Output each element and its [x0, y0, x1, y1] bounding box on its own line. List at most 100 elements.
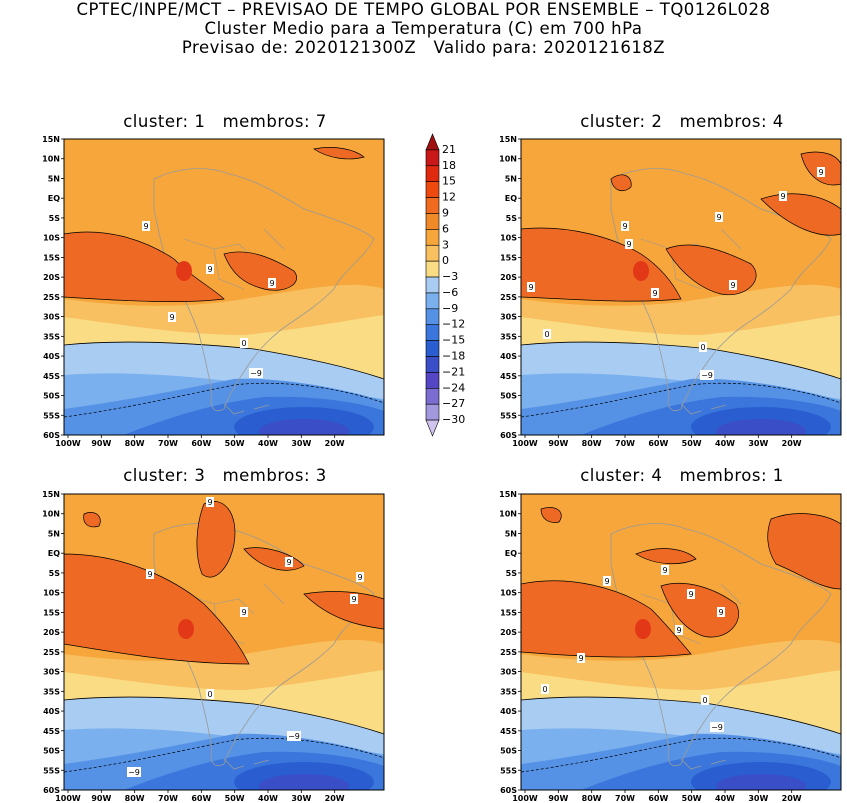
lat-tick-label: 55S: [43, 411, 60, 420]
lat-tick-label: 50S: [500, 392, 517, 401]
colorbar-level-label: −6: [442, 286, 458, 299]
warm-region: [64, 553, 250, 665]
lat-tick-label: 55S: [500, 766, 517, 775]
colorbar-level-label: −24: [442, 381, 465, 394]
lat-tick-label: 5N: [505, 529, 517, 538]
colorbar-segment: [425, 133, 440, 151]
lat-tick-label: 15S: [500, 608, 517, 617]
lat-tick-label: 40S: [500, 352, 517, 361]
lat-tick-label: 10N: [499, 510, 517, 519]
contour-label: −9: [710, 722, 724, 732]
lon-tick-label: 30W: [748, 794, 768, 803]
warm-region: [83, 512, 101, 528]
lon-tick-label: 30W: [291, 794, 311, 803]
lat-tick-label: 50S: [43, 747, 60, 756]
colorbar-segment: [425, 149, 440, 167]
colorbar-level-label: 15: [442, 175, 456, 188]
lat-tick-label: 10S: [43, 589, 60, 598]
colorbar-level-label: −21: [442, 365, 465, 378]
contour-label: −9: [249, 368, 263, 378]
hot-spot: [633, 261, 649, 281]
contour-label: 0: [699, 342, 707, 352]
lon-tick-label: 50W: [682, 439, 702, 448]
lat-tick-label: 60S: [500, 431, 517, 440]
lat-tick-label: 15S: [43, 608, 60, 617]
svg-text:9: 9: [357, 573, 362, 582]
colorbar-level-label: −15: [442, 334, 465, 347]
colorbar-level-label: 3: [442, 238, 449, 251]
colorbar-segment: [425, 292, 440, 310]
hot-spot: [178, 619, 194, 639]
lon-tick-label: 90W: [91, 439, 111, 448]
panel-title-4: cluster: 4 membros: 1: [580, 466, 784, 485]
contour-label: 9: [675, 625, 683, 635]
lon-tick-label: 50W: [225, 439, 245, 448]
svg-text:9: 9: [688, 590, 693, 599]
svg-text:9: 9: [143, 222, 148, 231]
contour-label: 0: [541, 684, 549, 694]
lat-tick-label: 60S: [43, 786, 60, 795]
contour-label: 9: [651, 288, 659, 298]
lat-tick-label: 5N: [48, 174, 60, 183]
lat-tick-label: 60S: [43, 431, 60, 440]
panel-title-1: cluster: 1 membros: 7: [123, 112, 327, 131]
colorbar-segment: [425, 308, 440, 326]
svg-text:9: 9: [351, 595, 356, 604]
colorbar-level-label: −18: [442, 350, 465, 363]
contour-label: −9: [287, 731, 301, 741]
lon-tick-label: 70W: [158, 794, 178, 803]
lat-tick-label: 20S: [43, 628, 60, 637]
warm-region: [767, 513, 841, 590]
contour-label: 9: [168, 312, 176, 322]
svg-text:−9: −9: [711, 723, 723, 732]
lat-tick-label: 5S: [506, 569, 518, 578]
contour-label: 9: [625, 239, 633, 249]
svg-text:0: 0: [702, 696, 707, 705]
svg-text:9: 9: [652, 289, 657, 298]
colorbar-level-label: 18: [442, 159, 456, 172]
svg-text:0: 0: [700, 343, 705, 352]
lon-tick-label: 30W: [291, 439, 311, 448]
lon-tick-label: 50W: [682, 794, 702, 803]
svg-text:9: 9: [780, 192, 785, 201]
colorbar-level-label: −12: [442, 318, 465, 331]
contour-label: −9: [127, 767, 141, 777]
colorbar-level-label: 12: [442, 191, 456, 204]
svg-text:9: 9: [818, 168, 823, 177]
svg-text:−9: −9: [250, 369, 262, 378]
lat-tick-label: 35S: [43, 332, 60, 341]
contour-label: 9: [206, 264, 214, 274]
warm-region: [635, 548, 697, 565]
hot-spot: [176, 261, 192, 281]
map-panel-2: 9 9 9 9 9 9 9 9 0 0 −9 15N 10N 5N EQ 5S 10S 15S 20S 25S 30S 3…: [499, 135, 842, 448]
lat-tick-label: 15N: [499, 490, 517, 499]
svg-text:9: 9: [241, 608, 246, 617]
contour-label: 9: [687, 589, 695, 599]
lat-tick-label: 30S: [500, 668, 517, 677]
warm-region: [303, 591, 384, 630]
lon-tick-label: 40W: [258, 439, 278, 448]
hot-spot: [635, 619, 651, 639]
colorbar-level-label: −3: [442, 270, 458, 283]
svg-text:9: 9: [269, 279, 274, 288]
lat-tick-label: 5S: [506, 214, 518, 223]
lon-tick-label: 20W: [782, 794, 802, 803]
map-panel-1: 9 9 9 9 0 −9 15N 10N 5N EQ 5S 10S 15S 20S 25S 30S 35S 40S…: [42, 135, 385, 448]
colorbar: 21 18 15 12 9 6 3 0 −3 −6 −9 −12 −15 −18 −21 −24 −27 −30: [425, 133, 465, 437]
lon-tick-label: 70W: [615, 794, 635, 803]
lon-tick-label: 90W: [548, 794, 568, 803]
warm-region: [610, 174, 632, 192]
lat-tick-label: 50S: [43, 392, 60, 401]
lon-tick-label: 100W: [512, 439, 538, 448]
warm-region: [521, 580, 692, 658]
lat-tick-label: 20S: [500, 273, 517, 282]
lon-tick-label: 20W: [782, 439, 802, 448]
svg-text:−9: −9: [128, 768, 140, 777]
colorbar-segment: [425, 197, 440, 214]
colorbar-segment: [425, 213, 440, 230]
colorbar-segment: [425, 388, 440, 405]
lat-tick-label: 40S: [43, 707, 60, 716]
svg-text:9: 9: [662, 566, 667, 575]
contour-label: 9: [350, 594, 358, 604]
